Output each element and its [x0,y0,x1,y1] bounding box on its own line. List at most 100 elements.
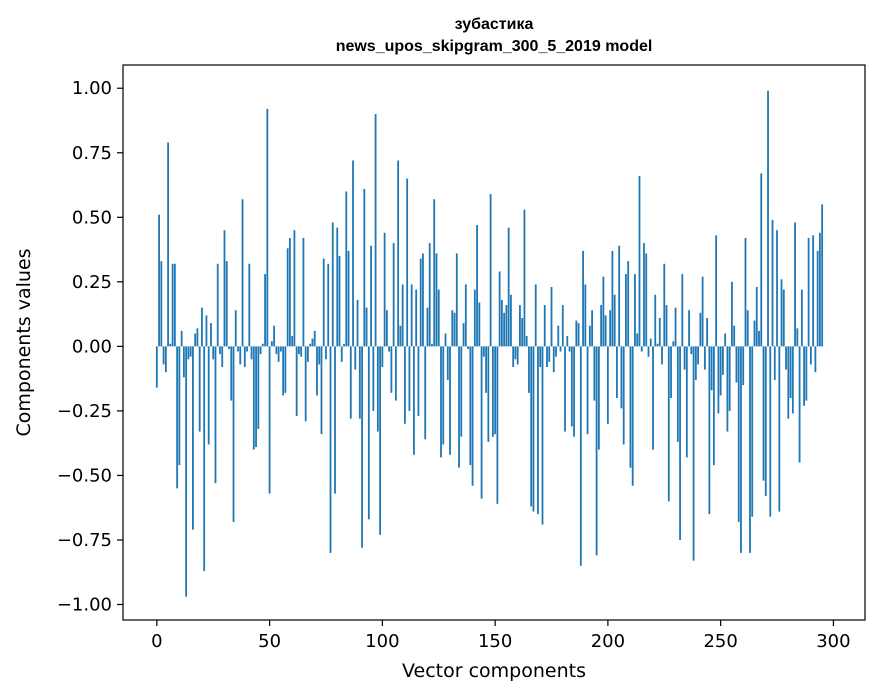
bar [237,346,239,352]
bar [496,346,499,504]
bar [588,325,591,347]
bar [516,346,519,365]
bar [674,307,677,347]
bar [401,284,404,347]
bar [780,279,783,347]
bar [782,289,785,347]
x-tick-label: 200 [591,631,625,652]
bar [329,346,332,553]
bar [264,274,266,347]
bar [812,235,815,347]
bar [719,346,722,396]
bar [537,346,539,515]
bar [539,346,542,368]
bar [731,281,733,347]
bar [591,310,593,347]
bar [374,114,377,347]
bar [473,289,476,347]
bar [618,245,621,347]
bar [746,310,749,347]
bar [534,284,537,347]
bar [485,346,487,393]
bar [503,312,506,347]
bar [656,343,659,347]
bar [685,346,688,458]
bar [446,346,449,380]
bar [422,253,424,347]
bar [758,330,760,347]
bar [505,305,508,347]
bar [309,343,312,347]
bar [467,346,469,349]
bar [597,346,600,450]
bar [751,346,754,517]
bar [268,346,271,494]
bar [740,346,742,553]
bar [480,346,483,499]
bar [338,256,341,347]
bar [593,346,596,401]
bar [620,346,623,409]
bar [397,160,400,347]
bar [340,346,343,362]
bar [712,346,715,466]
bar [404,346,406,424]
bar [322,258,325,347]
bar [733,325,736,347]
bar [798,346,801,463]
bar [234,310,237,347]
bar [726,346,729,432]
bar [570,346,573,427]
bar [203,346,206,571]
bar [284,346,287,393]
bar [568,346,571,352]
bar [162,346,165,365]
bar [634,274,636,347]
bar [805,346,808,401]
bar [717,346,720,414]
bar [298,346,300,355]
bar [210,323,212,347]
bar [722,346,724,375]
bar [629,346,632,468]
bar [307,346,309,362]
bar [507,227,510,347]
bar [530,346,533,507]
bar [694,346,697,380]
bar [270,341,273,347]
bar [394,346,397,401]
bar [385,310,388,347]
bar [742,346,745,386]
bar [692,346,695,561]
bar [302,237,305,347]
bar [613,294,616,347]
bar [476,225,478,347]
bar [431,343,433,347]
bar [178,346,181,466]
bar [160,261,163,347]
bar [764,346,767,497]
bar [807,237,810,347]
bar [212,346,215,360]
bar [636,333,639,347]
bar [715,235,718,347]
bar [318,346,321,365]
bar [559,346,562,352]
bar [198,346,201,432]
x-tick-label: 300 [816,631,850,652]
bar [523,209,526,347]
bar [216,263,219,347]
bar [214,346,217,484]
y-tick-label: 0.00 [72,336,112,357]
bar [577,323,580,347]
bar [232,346,235,522]
bar [552,346,555,373]
bar [519,305,521,347]
bar [331,222,334,347]
bar [575,320,578,347]
bar [426,307,429,347]
bar [676,346,679,442]
bar [390,346,393,393]
bar [345,191,348,347]
bar [424,346,427,440]
